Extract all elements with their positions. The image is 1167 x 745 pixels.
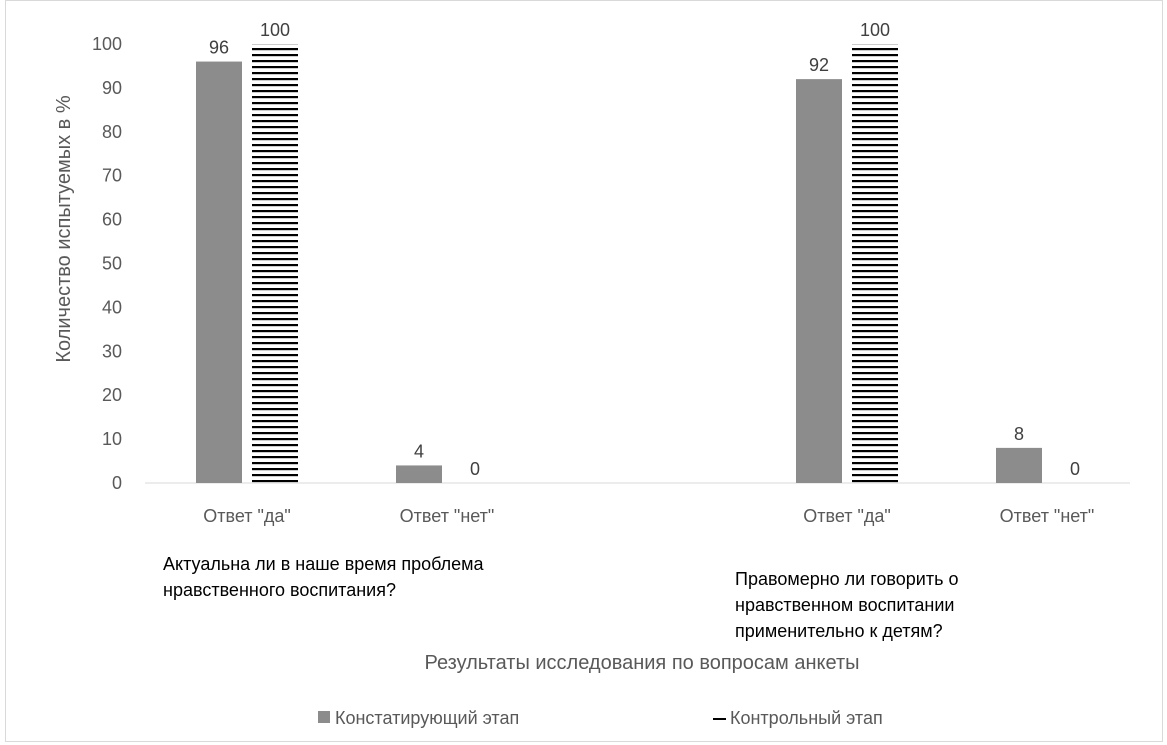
question-label: Правомерно ли говорить о нравственном вос… bbox=[735, 569, 959, 641]
y-tick-label: 100 bbox=[92, 34, 122, 54]
question-labels: Актуальна ли в наше время проблема нравст… bbox=[163, 554, 959, 641]
y-tick-label: 10 bbox=[102, 429, 122, 449]
question-label: Актуальна ли в наше время проблема нравст… bbox=[163, 554, 485, 600]
data-label: 0 bbox=[470, 459, 480, 479]
bars bbox=[196, 44, 1042, 484]
y-tick-label: 30 bbox=[102, 341, 122, 361]
legend: Констатирующий этап Контрольный этап bbox=[318, 708, 883, 728]
data-label: 100 bbox=[860, 20, 890, 40]
y-axis-ticks: 0 10 20 30 40 50 60 70 80 90 100 bbox=[92, 34, 122, 493]
bar-konstatiruyushchiy bbox=[996, 447, 1042, 483]
category-label: Ответ "нет" bbox=[1000, 506, 1095, 526]
y-tick-label: 70 bbox=[102, 166, 122, 186]
y-tick-label: 90 bbox=[102, 78, 122, 98]
category-label: Ответ "да" bbox=[803, 506, 891, 526]
bar-kontrolnyy bbox=[252, 44, 298, 483]
data-label: 100 bbox=[260, 20, 290, 40]
x-axis-title: Результаты исследования по вопросам анке… bbox=[424, 652, 859, 674]
bar-kontrolnyy bbox=[852, 44, 898, 483]
y-tick-label: 0 bbox=[112, 473, 122, 493]
y-tick-label: 60 bbox=[102, 210, 122, 230]
bar-konstatiruyushchiy bbox=[196, 61, 242, 484]
y-tick-label: 80 bbox=[102, 122, 122, 142]
legend-label: Констатирующий этап bbox=[335, 708, 519, 728]
legend-swatch-konstatiruyushchiy bbox=[318, 711, 330, 723]
data-labels: 96 4 92 8 100 0 100 0 bbox=[209, 20, 1080, 479]
bar-konstatiruyushchiy bbox=[796, 79, 842, 484]
y-tick-label: 40 bbox=[102, 297, 122, 317]
category-labels: Ответ "да" Ответ "нет" Ответ "да" Ответ "не… bbox=[203, 506, 1094, 526]
data-label: 92 bbox=[809, 55, 829, 75]
data-label: 8 bbox=[1014, 424, 1024, 444]
y-tick-label: 20 bbox=[102, 385, 122, 405]
bar-konstatiruyushchiy bbox=[396, 465, 442, 483]
data-label: 4 bbox=[414, 441, 424, 461]
data-label: 96 bbox=[209, 38, 229, 58]
legend-label: Контрольный этап bbox=[730, 708, 883, 728]
category-label: Ответ "нет" bbox=[400, 506, 495, 526]
category-label: Ответ "да" bbox=[203, 506, 291, 526]
y-axis-title: Количество испытуемых в % bbox=[53, 95, 75, 362]
y-tick-label: 50 bbox=[102, 254, 122, 274]
data-label: 0 bbox=[1070, 459, 1080, 479]
